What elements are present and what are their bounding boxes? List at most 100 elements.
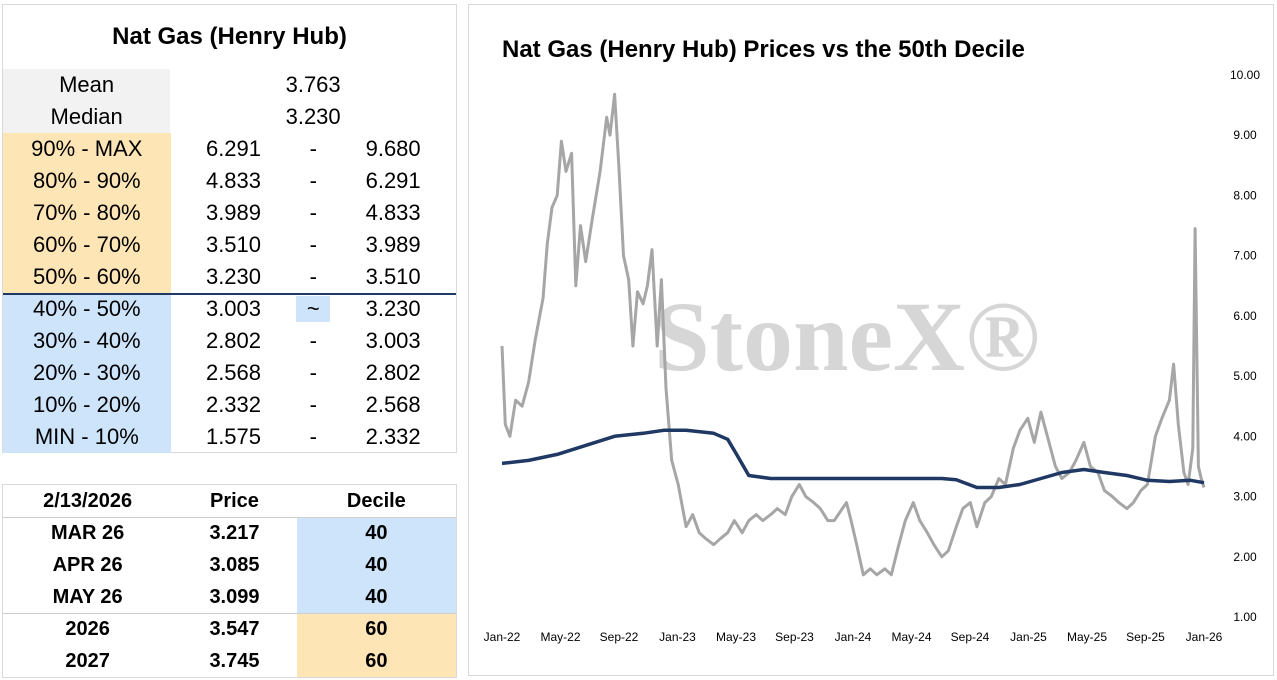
forward-header-row: 2/13/2026 Price Decile — [3, 485, 456, 517]
decile-label: 80% - 90% — [3, 165, 171, 197]
contract-price: 3.099 — [209, 585, 260, 608]
x-tick-label: May-25 — [1067, 630, 1107, 644]
forward-row: MAY 26 3.099 40 — [3, 581, 456, 613]
contract-decile: 40 — [296, 517, 456, 549]
forward-row: MAR 26 3.217 40 — [3, 517, 456, 549]
mean-value: 3.763 — [285, 72, 341, 97]
decile-label: 90% - MAX — [3, 133, 171, 165]
decile-separator: - — [309, 392, 317, 417]
decile-low: 3.510 — [205, 232, 262, 257]
decile-high: 6.291 — [365, 168, 421, 193]
decile-high: 2.802 — [365, 360, 421, 385]
contract-label: MAY 26 — [52, 585, 123, 608]
price-chart: Nat Gas (Henry Hub) Prices vs the 50th D… — [484, 36, 1261, 644]
mean-row: Mean 3.763 — [3, 69, 456, 101]
x-tick-label: May-22 — [540, 630, 580, 644]
decile-high: 2.568 — [365, 392, 421, 417]
decile-low: 2.332 — [205, 392, 262, 417]
decile-label: MIN - 10% — [3, 421, 171, 453]
contract-label: 2027 — [65, 649, 110, 672]
decile-label: 50% - 60% — [3, 261, 171, 293]
contract-price: 3.547 — [209, 617, 260, 640]
forward-row: 2026 3.547 60 — [3, 613, 456, 645]
contract-label: MAR 26 — [50, 521, 125, 544]
decile-row: 50% - 60% 3.230 - 3.510 — [3, 261, 456, 293]
price-series-line — [500, 92, 1206, 577]
table-rule — [3, 517, 456, 518]
decile-separator: - — [309, 200, 317, 225]
contract-label: 2026 — [65, 617, 110, 640]
median-label: Median — [3, 101, 171, 133]
y-tick-label: 3.00 — [1233, 490, 1257, 504]
median-value: 3.230 — [285, 104, 341, 129]
x-tick-label: Sep-25 — [1126, 630, 1165, 644]
decile-low: 3.989 — [205, 200, 262, 225]
decile-label: 40% - 50% — [3, 293, 171, 325]
x-tick-label: May-23 — [716, 630, 756, 644]
decile-label: 60% - 70% — [3, 229, 171, 261]
decile-row: 40% - 50% 3.003 ~3.230 — [3, 293, 456, 325]
decile-high: 3.510 — [365, 264, 421, 289]
y-tick-label: 1.00 — [1233, 610, 1257, 624]
contract-decile: 60 — [296, 613, 456, 645]
mean-label: Mean — [3, 69, 171, 101]
y-tick-label: 4.00 — [1233, 429, 1257, 443]
x-tick-label: Jan-22 — [484, 630, 521, 644]
decile-high: 2.332 — [365, 424, 421, 449]
decile-row: 70% - 80% 3.989 - 4.833 — [3, 197, 456, 229]
decile-low: 3.003 — [205, 296, 262, 321]
decile-separator: - — [309, 424, 317, 449]
decile-separator: - — [309, 328, 317, 353]
decile-row: 20% - 30% 2.568 - 2.802 — [3, 357, 456, 389]
decile-separator: - — [309, 168, 317, 193]
median-divider — [3, 293, 456, 295]
y-tick-label: 9.00 — [1233, 128, 1257, 142]
decile-row: 30% - 40% 2.802 - 3.003 — [3, 325, 456, 357]
decile-label: 10% - 20% — [3, 389, 171, 421]
table-rule — [3, 613, 456, 614]
stonex-watermark: StoneX® — [654, 281, 1040, 392]
decile-high: 3.003 — [365, 328, 421, 353]
decile-separator: - — [309, 264, 317, 289]
decile-label: 20% - 30% — [3, 357, 171, 389]
x-tick-label: Sep-24 — [951, 630, 990, 644]
decile-row: 80% - 90% 4.833 - 6.291 — [3, 165, 456, 197]
y-tick-label: 6.00 — [1233, 309, 1257, 323]
median-row: Median 3.230 — [3, 101, 456, 133]
y-tick-label: 8.00 — [1233, 188, 1257, 202]
decile-label: 70% - 80% — [3, 197, 171, 229]
y-tick-label: 2.00 — [1233, 550, 1257, 564]
decile-summary-table: Nat Gas (Henry Hub) Mean 3.763 Median 3.… — [2, 4, 457, 453]
decile-high: 4.833 — [365, 200, 421, 225]
contract-decile: 40 — [296, 581, 456, 613]
decile-low: 4.833 — [205, 168, 262, 193]
contract-price: 3.085 — [209, 553, 260, 576]
decile-separator: - — [309, 232, 317, 257]
decile-high: 3.230 — [365, 296, 421, 321]
contract-label: APR 26 — [52, 553, 123, 576]
price-chart-panel: Nat Gas (Henry Hub) Prices vs the 50th D… — [468, 4, 1274, 676]
decile-row: 10% - 20% 2.332 - 2.568 — [3, 389, 456, 421]
x-tick-label: Jan-24 — [835, 630, 872, 644]
decile-low: 2.568 — [205, 360, 262, 385]
forward-price-table: 2/13/2026 Price Decile MAR 26 3.217 40 APR … — [2, 484, 457, 678]
header-price: Price — [210, 489, 259, 512]
x-tick-label: Jan-26 — [1186, 630, 1223, 644]
chart-title: Nat Gas (Henry Hub) Prices vs the 50th D… — [502, 36, 1025, 63]
decile-low: 1.575 — [205, 424, 262, 449]
y-tick-label: 5.00 — [1233, 369, 1257, 383]
decile-high: 9.680 — [365, 136, 421, 161]
y-tick-label: 10.00 — [1230, 68, 1260, 82]
y-tick-label: 7.00 — [1233, 249, 1257, 263]
contract-decile: 60 — [296, 645, 456, 677]
decile-label: 30% - 40% — [3, 325, 171, 357]
decile-separator: ~ — [296, 296, 331, 322]
median-decile-series-line — [501, 428, 1205, 490]
forward-row: 2027 3.745 60 — [3, 645, 456, 677]
contract-decile: 40 — [296, 549, 456, 581]
header-decile: Decile — [346, 489, 406, 512]
decile-row: 60% - 70% 3.510 - 3.989 — [3, 229, 456, 261]
x-tick-label: Sep-23 — [775, 630, 814, 644]
decile-separator: - — [309, 136, 317, 161]
x-tick-label: Jan-23 — [659, 630, 696, 644]
